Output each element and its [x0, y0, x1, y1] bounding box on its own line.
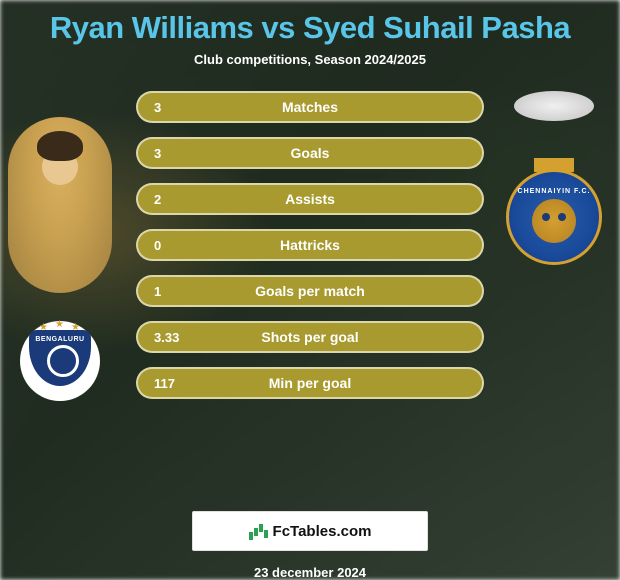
stat-row: 1 Goals per match: [136, 275, 484, 307]
stat-bars: 3 Matches 3 Goals 2 Assists 0 Hattricks …: [136, 91, 484, 413]
date-label: 23 december 2024: [254, 565, 366, 580]
stat-row: 117 Min per goal: [136, 367, 484, 399]
stat-label: Goals per match: [138, 283, 482, 299]
page-subtitle: Club competitions, Season 2024/2025: [194, 52, 426, 67]
star-icon: ★: [55, 319, 64, 330]
mascot-icon: [532, 199, 576, 243]
stat-row: 2 Assists: [136, 183, 484, 215]
player-left-club-badge: ★ ★ ★ BENGALURU: [20, 321, 100, 401]
stat-left-value: 2: [154, 192, 161, 207]
stat-label: Min per goal: [138, 375, 482, 391]
stat-row: 0 Hattricks: [136, 229, 484, 261]
stat-left-value: 117: [154, 376, 175, 391]
shield-icon: BENGALURU: [29, 330, 91, 386]
page-title: Ryan Williams vs Syed Suhail Pasha: [50, 10, 570, 46]
club-left-name: BENGALURU: [29, 336, 91, 343]
stat-row: 3 Goals: [136, 137, 484, 169]
brand-badge[interactable]: FcTables.com: [192, 511, 428, 551]
stat-row: 3.33 Shots per goal: [136, 321, 484, 353]
stat-left-value: 3.33: [154, 330, 179, 345]
brand-name: FcTables.com: [273, 523, 372, 540]
stat-label: Hattricks: [138, 237, 482, 253]
club-right-name: CHENNAIYIN F.C.: [518, 188, 591, 195]
stat-label: Assists: [138, 191, 482, 207]
stat-left-value: 0: [154, 238, 161, 253]
stat-left-value: 1: [154, 284, 161, 299]
player-right-club-badge: CHENNAIYIN F.C.: [506, 169, 602, 265]
player-right-avatar: [514, 91, 594, 121]
stat-label: Matches: [138, 99, 482, 115]
comparison-card: Ryan Williams vs Syed Suhail Pasha Club …: [0, 0, 620, 580]
player-left-avatar: [8, 117, 112, 293]
stat-left-value: 3: [154, 100, 161, 115]
bar-chart-icon: [249, 522, 267, 540]
stat-left-value: 3: [154, 146, 161, 161]
stat-label: Goals: [138, 145, 482, 161]
stat-label: Shots per goal: [138, 329, 482, 345]
stat-row: 3 Matches: [136, 91, 484, 123]
comparison-stage: ★ ★ ★ BENGALURU CHENNAIYIN F.C. 3 Matche…: [0, 91, 620, 497]
